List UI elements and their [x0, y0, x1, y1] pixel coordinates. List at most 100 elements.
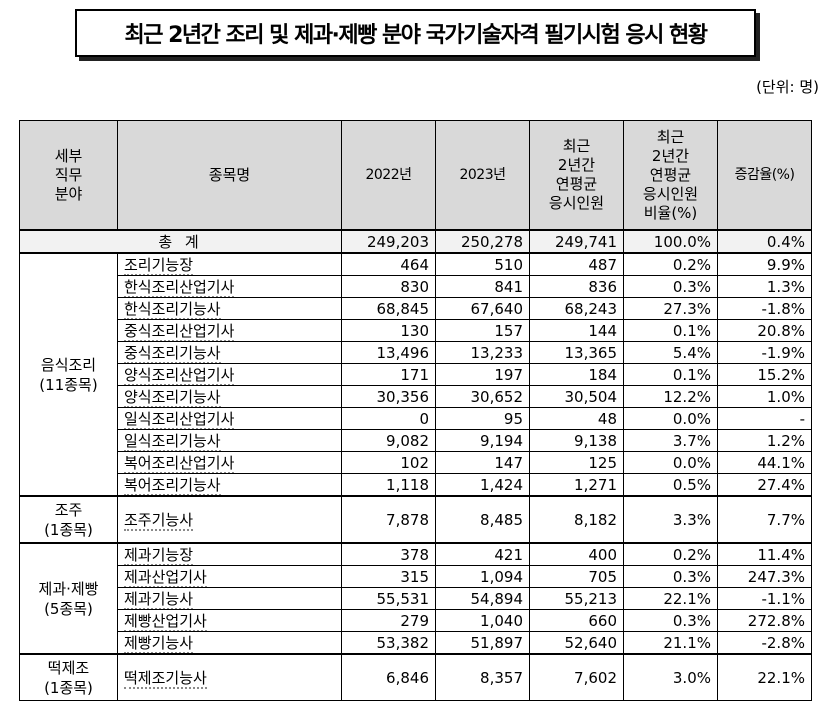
table-row: 중식조리산업기사 130 157 144 0.1% 20.8% — [20, 319, 812, 342]
cell-y2023: 147 — [435, 451, 530, 474]
item-name: 제과산업기사 — [117, 565, 342, 588]
cell-ratio: 5.4% — [623, 341, 718, 364]
cell-y2023: 510 — [435, 252, 530, 276]
cell-growth: 1.2% — [717, 429, 812, 452]
table-row: 한식조리기능사 68,845 67,640 68,243 27.3% -1.8% — [20, 297, 812, 320]
cell-y2023: 841 — [435, 275, 530, 298]
cell-ratio: 0.1% — [623, 319, 718, 342]
item-name: 복어조리기능사 — [117, 473, 342, 497]
cell-ratio: 12.2% — [623, 385, 718, 408]
cell-y2023: 30,652 — [435, 385, 530, 408]
cell-avg: 9,138 — [529, 429, 624, 452]
group-name: 음식조리 — [40, 355, 97, 374]
cell-y2023: 13,233 — [435, 341, 530, 364]
cell-y2023: 421 — [435, 542, 530, 566]
cell-y2022: 9,082 — [341, 429, 436, 452]
item-name: 일식조리산업기사 — [117, 407, 342, 430]
group-name: 제과·제빵 — [38, 579, 99, 598]
cell-ratio: 0.3% — [623, 609, 718, 632]
item-name: 조리기능장 — [117, 252, 342, 276]
cell-ratio: 3.7% — [623, 429, 718, 452]
cell-ratio: 0.1% — [623, 363, 718, 386]
table-header: 세부 직무 분야 종목명 2022년 2023년 최근 2년간 연평균 응시인원… — [19, 120, 812, 231]
cell-y2023: 54,894 — [435, 587, 530, 610]
item-name: 떡제조기능사 — [117, 653, 342, 701]
cell-y2022: 30,356 — [341, 385, 436, 408]
cell-growth: 22.1% — [717, 653, 812, 701]
cell-avg: 30,504 — [529, 385, 624, 408]
table-row: 복어조리기능사 1,118 1,424 1,271 0.5% 27.4% — [20, 473, 812, 497]
cell-growth: - — [717, 407, 812, 430]
group-label: 제과·제빵 (5종목) — [19, 542, 118, 655]
table-row: 일식조리산업기사 0 95 48 0.0% - — [20, 407, 812, 430]
cell-y2022: 0 — [341, 407, 436, 430]
cell-avg: 55,213 — [529, 587, 624, 610]
total-ratio: 100.0% — [623, 229, 718, 254]
group-label: 떡제조 (1종목) — [19, 653, 118, 701]
item-name: 중식조리기능사 — [117, 341, 342, 364]
cell-growth: 247.3% — [717, 565, 812, 588]
header-2022: 2022년 — [341, 120, 436, 231]
total-growth: 0.4% — [717, 229, 812, 254]
cell-avg: 400 — [529, 542, 624, 566]
cell-y2023: 95 — [435, 407, 530, 430]
item-name: 복어조리산업기사 — [117, 451, 342, 474]
cell-y2022: 279 — [341, 609, 436, 632]
total-2022: 249,203 — [341, 229, 436, 254]
cell-y2022: 378 — [341, 542, 436, 566]
header-avg: 최근 2년간 연평균 응시인원 — [529, 120, 624, 231]
header-item: 종목명 — [117, 120, 342, 231]
cell-y2023: 67,640 — [435, 297, 530, 320]
item-name: 양식조리기능사 — [117, 385, 342, 408]
cell-growth: -1.8% — [717, 297, 812, 320]
cell-ratio: 3.0% — [623, 653, 718, 701]
cell-avg: 68,243 — [529, 297, 624, 320]
cell-y2022: 1,118 — [341, 473, 436, 497]
exam-stats-table: 세부 직무 분야 종목명 2022년 2023년 최근 2년간 연평균 응시인원… — [19, 120, 812, 701]
item-name: 양식조리산업기사 — [117, 363, 342, 386]
item-name: 제빵기능사 — [117, 631, 342, 655]
table-row: 제빵산업기사 279 1,040 660 0.3% 272.8% — [20, 609, 812, 632]
cell-growth: 272.8% — [717, 609, 812, 632]
cell-y2022: 464 — [341, 252, 436, 276]
cell-y2022: 68,845 — [341, 297, 436, 320]
cell-avg: 705 — [529, 565, 624, 588]
cell-y2023: 8,485 — [435, 495, 530, 544]
group-count: (1종목) — [44, 520, 93, 539]
item-name: 중식조리산업기사 — [117, 319, 342, 342]
cell-y2022: 53,382 — [341, 631, 436, 655]
cell-avg: 13,365 — [529, 341, 624, 364]
cell-y2022: 7,878 — [341, 495, 436, 544]
table-row: 양식조리산업기사 171 197 184 0.1% 15.2% — [20, 363, 812, 386]
item-name: 한식조리산업기사 — [117, 275, 342, 298]
total-label: 총 계 — [19, 229, 342, 254]
cell-avg: 836 — [529, 275, 624, 298]
cell-y2023: 197 — [435, 363, 530, 386]
group-label: 음식조리 (11종목) — [19, 252, 118, 497]
item-name: 한식조리기능사 — [117, 297, 342, 320]
cell-ratio: 0.0% — [623, 451, 718, 474]
cell-y2023: 1,040 — [435, 609, 530, 632]
item-name: 조주기능사 — [117, 495, 342, 544]
cell-y2022: 102 — [341, 451, 436, 474]
cell-growth: 1.3% — [717, 275, 812, 298]
group-name: 조주 — [54, 500, 83, 519]
table-row: 조주 (1종목) 조주기능사 7,878 8,485 8,182 3.3% 7.7% — [19, 495, 812, 544]
cell-avg: 1,271 — [529, 473, 624, 497]
cell-avg: 48 — [529, 407, 624, 430]
cell-ratio: 22.1% — [623, 587, 718, 610]
table-row: 제과기능사 55,531 54,894 55,213 22.1% -1.1% — [20, 587, 812, 610]
header-field: 세부 직무 분야 — [19, 120, 118, 231]
page-title: 최근 2년간 조리 및 제과·제빵 분야 국가기술자격 필기시험 응시 현황 — [75, 9, 756, 57]
cell-avg: 184 — [529, 363, 624, 386]
cell-avg: 125 — [529, 451, 624, 474]
table-row: 일식조리기능사 9,082 9,194 9,138 3.7% 1.2% — [20, 429, 812, 452]
cell-growth: 44.1% — [717, 451, 812, 474]
table-row: 제과·제빵 (5종목) 제과기능장 378 421 400 0.2% 11.4% — [19, 542, 812, 655]
cell-ratio: 0.5% — [623, 473, 718, 497]
cell-y2022: 55,531 — [341, 587, 436, 610]
cell-ratio: 0.2% — [623, 542, 718, 566]
cell-growth: -1.9% — [717, 341, 812, 364]
cell-avg: 52,640 — [529, 631, 624, 655]
group-name: 떡제조 — [47, 658, 90, 677]
